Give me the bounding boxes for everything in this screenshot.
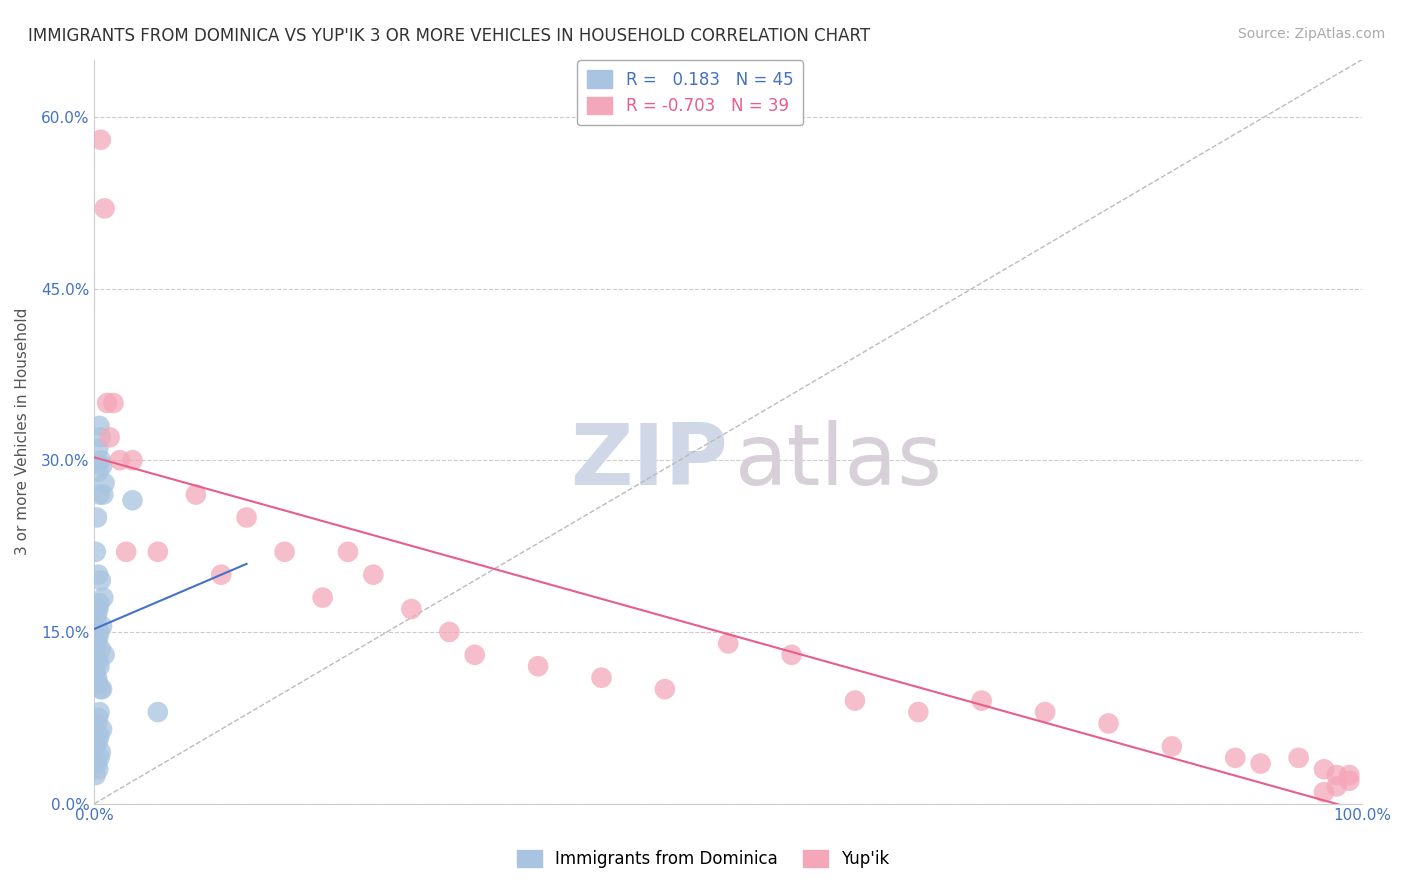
Point: [84, 614, 107, 628]
Point: [336, 545, 359, 559]
Point: [93, 591, 115, 605]
Point: [1288, 751, 1310, 765]
Point: [93, 476, 115, 491]
Point: [98, 430, 121, 444]
Point: [89, 705, 111, 719]
Point: [1326, 780, 1348, 794]
Point: [84, 768, 107, 782]
Point: [273, 545, 295, 559]
Point: [86, 716, 108, 731]
Text: ZIP: ZIP: [571, 420, 728, 503]
Point: [90, 642, 112, 657]
Point: [87, 762, 110, 776]
Point: [87, 676, 110, 690]
Point: [115, 545, 138, 559]
Point: [970, 693, 993, 707]
Point: [1097, 716, 1119, 731]
Point: [311, 591, 333, 605]
Point: [89, 751, 111, 765]
Legend: R =   0.183   N = 45, R = -0.703   N = 39: R = 0.183 N = 45, R = -0.703 N = 39: [578, 61, 803, 125]
Point: [87, 567, 110, 582]
Point: [89, 418, 111, 433]
Point: [86, 510, 108, 524]
Point: [1160, 739, 1182, 754]
Point: [84, 739, 107, 754]
Point: [1339, 768, 1361, 782]
Point: [87, 631, 110, 645]
Point: [86, 756, 108, 771]
Y-axis label: 3 or more Vehicles in Household: 3 or more Vehicles in Household: [15, 308, 30, 556]
Point: [89, 728, 111, 742]
Point: [91, 682, 114, 697]
Point: [90, 430, 112, 444]
Legend: Immigrants from Dominica, Yup'ik: Immigrants from Dominica, Yup'ik: [510, 843, 896, 875]
Point: [1313, 785, 1336, 799]
Point: [84, 665, 107, 679]
Point: [464, 648, 486, 662]
Point: [235, 510, 257, 524]
Point: [93, 202, 115, 216]
Point: [89, 487, 111, 501]
Point: [1313, 762, 1336, 776]
Point: [363, 567, 385, 582]
Point: [91, 458, 114, 473]
Point: [84, 545, 107, 559]
Text: Source: ZipAtlas.com: Source: ZipAtlas.com: [1237, 27, 1385, 41]
Point: [1326, 768, 1348, 782]
Point: [96, 396, 118, 410]
Point: [780, 648, 803, 662]
Point: [90, 574, 112, 588]
Point: [121, 453, 143, 467]
Point: [146, 705, 169, 719]
Point: [907, 705, 929, 719]
Point: [108, 453, 131, 467]
Text: IMMIGRANTS FROM DOMINICA VS YUP'IK 3 OR MORE VEHICLES IN HOUSEHOLD CORRELATION C: IMMIGRANTS FROM DOMINICA VS YUP'IK 3 OR …: [28, 27, 870, 45]
Point: [89, 624, 111, 639]
Point: [86, 607, 108, 622]
Text: atlas: atlas: [734, 420, 942, 503]
Point: [1250, 756, 1272, 771]
Point: [591, 671, 613, 685]
Point: [103, 396, 125, 410]
Point: [93, 648, 115, 662]
Point: [86, 671, 108, 685]
Point: [87, 442, 110, 456]
Point: [209, 567, 232, 582]
Point: [87, 654, 110, 668]
Point: [86, 636, 108, 650]
Point: [87, 602, 110, 616]
Point: [89, 659, 111, 673]
Point: [90, 745, 112, 759]
Point: [1225, 751, 1247, 765]
Point: [717, 636, 740, 650]
Point: [844, 693, 866, 707]
Point: [91, 619, 114, 633]
Point: [1339, 773, 1361, 788]
Point: [527, 659, 550, 673]
Point: [89, 596, 111, 610]
Point: [87, 733, 110, 747]
Point: [184, 487, 207, 501]
Point: [87, 465, 110, 479]
Point: [1033, 705, 1056, 719]
Point: [90, 133, 112, 147]
Point: [439, 624, 461, 639]
Point: [90, 682, 112, 697]
Point: [146, 545, 169, 559]
Point: [654, 682, 676, 697]
Point: [93, 487, 115, 501]
Point: [401, 602, 423, 616]
Point: [87, 711, 110, 725]
Point: [90, 453, 112, 467]
Point: [121, 493, 143, 508]
Point: [91, 723, 114, 737]
